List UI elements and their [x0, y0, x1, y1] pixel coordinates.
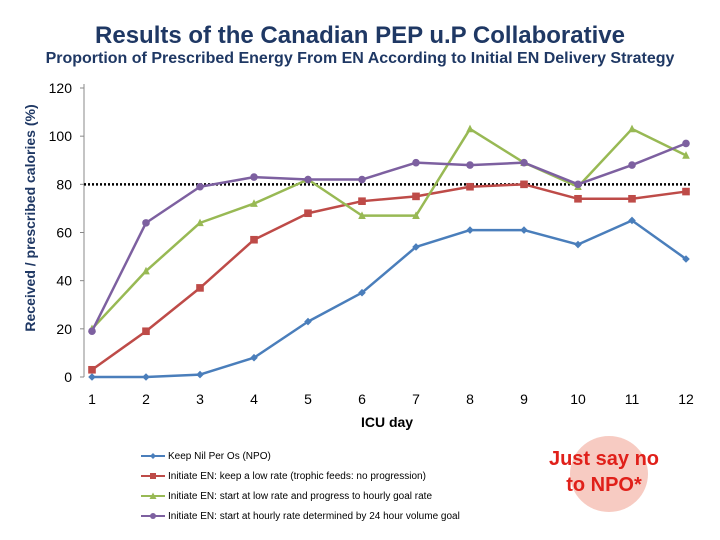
- series-2-point: [358, 197, 366, 205]
- series-1-point: [88, 373, 96, 381]
- series-1-point: [250, 353, 258, 362]
- legend-item: Initiate EN: start at hourly rate determ…: [140, 506, 460, 526]
- series-4-point: [628, 161, 636, 169]
- series-3-point: [196, 218, 204, 227]
- legend-label: Keep Nil Per Os (NPO): [168, 450, 271, 462]
- series-4-point: [682, 139, 690, 148]
- legend-swatch: [141, 453, 165, 459]
- series-4-point: [250, 173, 258, 181]
- npo-stamp: Just say no to NPO*: [540, 436, 668, 516]
- series-2-point: [412, 192, 420, 201]
- series-line-1: [92, 219, 687, 379]
- x-tick-label: 5: [304, 391, 312, 407]
- stamp-text: Just say no to NPO*: [540, 446, 668, 498]
- series-2-point: [88, 365, 96, 374]
- series-1-point: [574, 240, 582, 249]
- series-1-point: [682, 255, 690, 263]
- y-tick-label: 100: [49, 128, 73, 144]
- x-tick-label: 6: [358, 391, 366, 407]
- series-4-point: [358, 175, 366, 184]
- legend-label: Initiate EN: start at hourly rate determ…: [168, 510, 460, 522]
- x-tick-label: 2: [142, 391, 150, 407]
- y-tick-label: 60: [56, 225, 72, 241]
- series-2-point: [466, 182, 474, 191]
- series-1-point: [520, 226, 528, 234]
- x-tick-label: 9: [520, 391, 528, 407]
- legend-item: Initiate EN: keep a low rate (trophic fe…: [140, 466, 460, 486]
- series-2-point: [142, 327, 150, 336]
- series-1-point: [358, 288, 366, 297]
- series-2-point: [250, 235, 258, 244]
- series-1-point: [412, 243, 420, 251]
- legend-swatch: [141, 473, 165, 479]
- page-title: Results of the Canadian PEP u.P Collabor…: [95, 22, 625, 49]
- series-2-point: [574, 194, 582, 203]
- legend-item: Initiate EN: start at low rate and progr…: [140, 486, 460, 506]
- x-tick-label: 7: [412, 391, 420, 407]
- series-3-point: [682, 151, 690, 159]
- x-tick-label: 1: [88, 391, 96, 407]
- y-tick-label: 0: [64, 369, 72, 385]
- series-4-point: [412, 158, 420, 167]
- x-tick-label: 3: [196, 391, 204, 407]
- series-1-point: [628, 216, 636, 225]
- series-3-point: [466, 124, 474, 133]
- series-3-point: [628, 124, 636, 133]
- series-3-point: [412, 211, 420, 219]
- series-4-point: [304, 175, 312, 184]
- series-line-2: [91, 183, 687, 371]
- series-4-point: [88, 327, 96, 336]
- y-tick-label: 20: [56, 321, 72, 337]
- legend-label: Initiate EN: start at low rate and progr…: [168, 490, 433, 502]
- stamp-line-1: Just say no: [548, 448, 660, 470]
- legend-item: Keep Nil Per Os (NPO): [140, 446, 460, 466]
- x-tick-label: 4: [250, 391, 258, 407]
- series-4-point: [466, 161, 474, 169]
- series-4-point: [574, 180, 582, 189]
- series-1-point: [142, 373, 150, 381]
- stamp-line-2: to NPO*: [566, 474, 642, 496]
- series-4-point: [142, 219, 150, 227]
- y-tick-label: 40: [56, 273, 72, 289]
- legend-label: Initiate EN: keep a low rate (trophic fe…: [168, 470, 426, 482]
- series-4-point: [196, 182, 204, 191]
- series-2-point: [682, 187, 690, 196]
- x-tick-label: 8: [466, 391, 474, 407]
- series-1-point: [196, 370, 204, 379]
- x-tick-label: 12: [678, 391, 694, 407]
- series-1-point: [466, 226, 474, 234]
- x-tick-label: 10: [570, 391, 586, 407]
- stamp-circle: [570, 436, 648, 512]
- chart-legend: Keep Nil Per Os (NPO) Initiate EN: keep a…: [140, 446, 460, 526]
- series-line-3: [91, 127, 687, 330]
- legend-swatch: [141, 513, 165, 519]
- series-line-4: [90, 142, 687, 332]
- series-3-point: [358, 211, 366, 219]
- series-3-point: [142, 266, 150, 275]
- x-axis-label: ICU day: [361, 414, 413, 430]
- series-3-point: [250, 199, 258, 207]
- y-tick-label: 80: [56, 176, 72, 192]
- series-2-point: [520, 180, 528, 189]
- legend-swatch: [141, 492, 165, 499]
- y-tick-label: 120: [49, 80, 73, 96]
- chart-subtitle: Proportion of Prescribed Energy From EN …: [45, 50, 675, 67]
- series-2-point: [304, 209, 312, 218]
- x-tick-label: 11: [625, 391, 640, 407]
- series-4-point: [520, 158, 528, 167]
- series-2-point: [196, 284, 204, 292]
- series-2-point: [628, 194, 636, 203]
- series-1-point: [304, 317, 312, 326]
